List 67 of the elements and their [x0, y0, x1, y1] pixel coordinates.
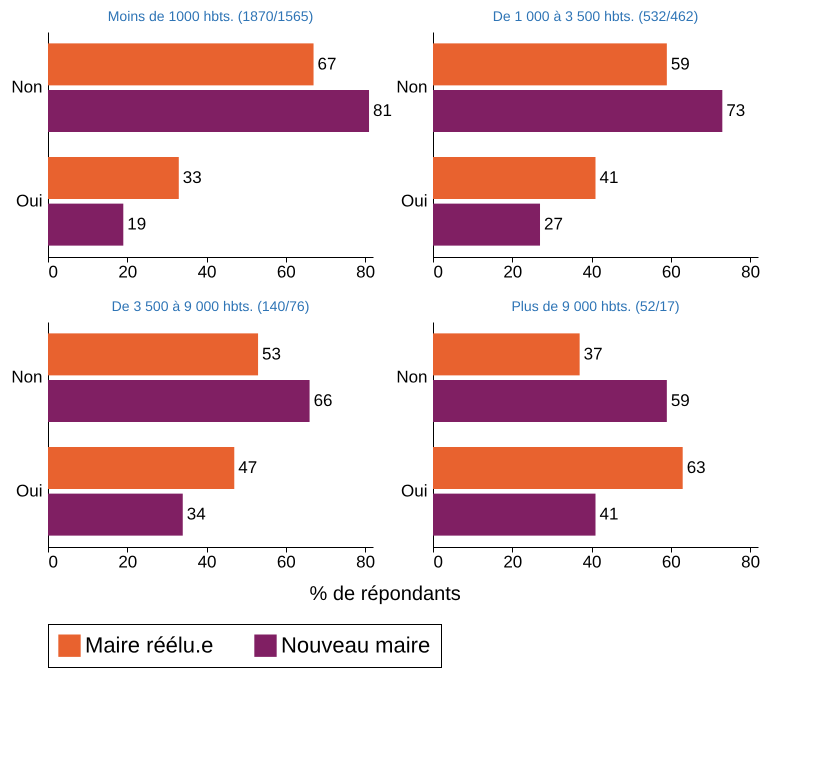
x-tick-label: 0 — [48, 262, 58, 282]
data-label: 41 — [600, 168, 618, 187]
y-tick-label: Non — [396, 78, 428, 97]
x-tick-label: 40 — [582, 262, 602, 282]
x-tick-label: 60 — [662, 552, 681, 572]
bar — [433, 380, 667, 422]
bar — [48, 333, 258, 376]
data-label: 63 — [686, 458, 706, 477]
bar — [48, 90, 370, 132]
data-label: 37 — [584, 344, 603, 364]
chart-title: De 3 500 à 9 000 hbts. (140/76) — [112, 298, 310, 314]
data-label: 67 — [318, 54, 336, 74]
y-tick-label: Non — [396, 368, 428, 387]
x-tick-label: 20 — [118, 262, 138, 282]
y-tick-label: Oui — [16, 191, 42, 210]
data-label: 33 — [182, 168, 202, 187]
bar — [48, 447, 234, 489]
x-tick-label: 60 — [276, 552, 296, 572]
data-label: 47 — [238, 458, 258, 477]
x-tick-label: 20 — [503, 262, 522, 282]
bar — [433, 43, 667, 86]
y-tick-label: Non — [11, 368, 42, 387]
x-axis-title: % de répondants — [310, 583, 461, 605]
x-tick-label: 40 — [198, 552, 216, 572]
data-label: 66 — [314, 391, 333, 410]
data-label: 59 — [670, 54, 690, 74]
chart-title: Plus de 9 000 hbts. (52/17) — [511, 298, 680, 314]
x-tick-label: 0 — [48, 552, 58, 572]
bar — [433, 90, 722, 132]
data-label: 34 — [186, 504, 206, 524]
data-label: 73 — [726, 101, 746, 120]
x-tick-label: 80 — [356, 552, 376, 572]
y-tick-label: Oui — [16, 481, 42, 500]
x-tick-label: 20 — [118, 552, 138, 572]
y-tick-label: Oui — [401, 191, 428, 210]
chart-title: De 1 000 à 3 500 hbts. (532/462) — [492, 8, 698, 24]
chart-title: Moins de 1000 hbts. (1870/1565) — [108, 8, 314, 24]
bar — [433, 447, 683, 489]
data-label: 27 — [544, 214, 563, 234]
data-label: 81 — [373, 101, 392, 120]
y-tick-label: Oui — [401, 481, 428, 500]
x-tick-label: 80 — [741, 552, 760, 572]
data-label: 59 — [670, 391, 690, 410]
x-tick-label: 60 — [662, 262, 681, 282]
data-label: 41 — [600, 504, 618, 524]
bar — [48, 380, 310, 422]
bar — [48, 157, 179, 199]
x-tick-label: 40 — [198, 262, 216, 282]
x-tick-label: 20 — [503, 552, 522, 572]
bar — [433, 333, 580, 376]
x-tick-label: 80 — [356, 262, 376, 282]
bar — [433, 157, 596, 199]
bar — [48, 494, 183, 536]
bar — [48, 204, 124, 246]
x-tick-label: 60 — [276, 262, 296, 282]
legend-label: Maire réélu.e — [85, 632, 214, 658]
y-tick-label: Non — [11, 78, 42, 97]
x-tick-label: 0 — [434, 552, 443, 572]
bar — [433, 494, 596, 536]
x-tick-label: 80 — [741, 262, 760, 282]
bar — [48, 43, 314, 86]
data-label: 19 — [127, 214, 146, 234]
bar — [433, 204, 540, 246]
x-tick-label: 0 — [434, 262, 443, 282]
x-tick-label: 40 — [582, 552, 602, 572]
data-label: 53 — [262, 344, 281, 364]
legend-label: Nouveau maire — [281, 632, 430, 658]
